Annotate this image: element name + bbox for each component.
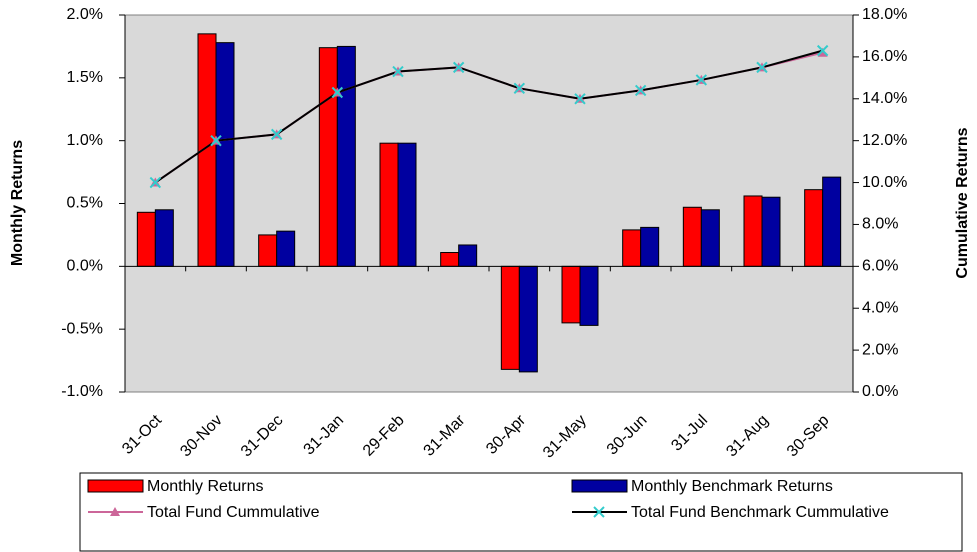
y-tick-label: -0.5%: [61, 320, 103, 337]
x-tick-label: 30-Nov: [177, 412, 226, 461]
line-marker: [816, 44, 829, 57]
line-marker: [392, 65, 404, 78]
line: [154, 49, 823, 184]
y2-tick-label: 12.0%: [862, 132, 907, 149]
y2-tick-label: 2.0%: [862, 341, 898, 358]
y-axis-title: Monthly Returns: [9, 140, 26, 266]
legend-label: Total Fund Cummulative: [147, 504, 320, 521]
y-tick-label: 1.0%: [67, 132, 103, 149]
x-tick-label: 29-Feb: [360, 412, 408, 460]
bar: [397, 142, 417, 267]
line-marker: [513, 82, 526, 95]
line-marker: [574, 93, 586, 105]
y2-tick-label: 8.0%: [862, 216, 898, 233]
y2-tick-label: 4.0%: [862, 299, 898, 316]
legend-swatch: [571, 479, 628, 493]
bar: [682, 206, 702, 267]
bar: [822, 176, 842, 267]
bar: [561, 265, 581, 324]
y-tick-label: -1.0%: [61, 383, 103, 400]
x-tick-label: 31-Jan: [301, 412, 348, 459]
y-tick-label: 0.0%: [67, 258, 103, 275]
line-marker: [452, 61, 465, 74]
line-marker: [270, 128, 283, 141]
x-tick-label: 31-Mar: [421, 411, 469, 459]
bar: [700, 209, 720, 267]
line-marker: [756, 61, 768, 74]
bar: [258, 234, 278, 267]
bar: [804, 189, 824, 267]
y2-tick-label: 6.0%: [862, 258, 898, 275]
x-tick-label: 31-May: [540, 412, 590, 462]
bar: [136, 211, 156, 267]
bar: [622, 229, 642, 267]
line-marker: [149, 176, 162, 189]
y2-tick-label: 16.0%: [862, 48, 907, 65]
y2-tick-label: 18.0%: [862, 6, 907, 23]
bar: [379, 142, 399, 267]
bar: [500, 265, 520, 370]
line-marker: [695, 74, 708, 86]
y2-tick-label: 14.0%: [862, 90, 907, 107]
bar: [318, 47, 338, 267]
legend-marker: [593, 506, 605, 518]
x-tick-label: 30-Jun: [604, 412, 651, 459]
y2-tick-label: 0.0%: [862, 383, 898, 400]
bar: [518, 265, 538, 373]
legend-label: Monthly Benchmark Returns: [631, 478, 833, 495]
x-tick-label: 31-Dec: [238, 412, 287, 461]
line-marker: [634, 84, 647, 97]
line-marker: [210, 134, 222, 147]
legend-marker: [110, 507, 120, 516]
y2-tick-label: 10.0%: [862, 174, 907, 191]
y2-axis-title: Cumulative Returns: [954, 127, 971, 278]
x-tick-label: 31-Jul: [668, 412, 711, 455]
x-tick-label: 30-Sep: [784, 412, 833, 461]
bar: [336, 45, 356, 267]
bar: [154, 209, 174, 267]
bar: [440, 252, 460, 267]
legend-label: Total Fund Benchmark Cummulative: [631, 504, 889, 521]
x-tick-label: 31-Aug: [723, 412, 772, 461]
x-tick-label: 31-Oct: [119, 411, 165, 457]
bar: [579, 265, 599, 326]
bar: [743, 195, 763, 267]
line-marker: [331, 86, 344, 99]
y-tick-label: 1.5%: [67, 69, 103, 86]
bar: [276, 230, 296, 267]
bar: [640, 226, 660, 267]
bar: [761, 196, 781, 267]
y-tick-label: 0.5%: [67, 195, 103, 212]
bar: [215, 42, 235, 267]
y-tick-label: 2.0%: [67, 6, 103, 23]
bar: [458, 244, 478, 267]
legend: [79, 472, 963, 552]
legend-label: Monthly Returns: [147, 478, 264, 495]
x-tick-label: 30-Apr: [483, 411, 529, 457]
legend-swatch: [87, 479, 144, 493]
